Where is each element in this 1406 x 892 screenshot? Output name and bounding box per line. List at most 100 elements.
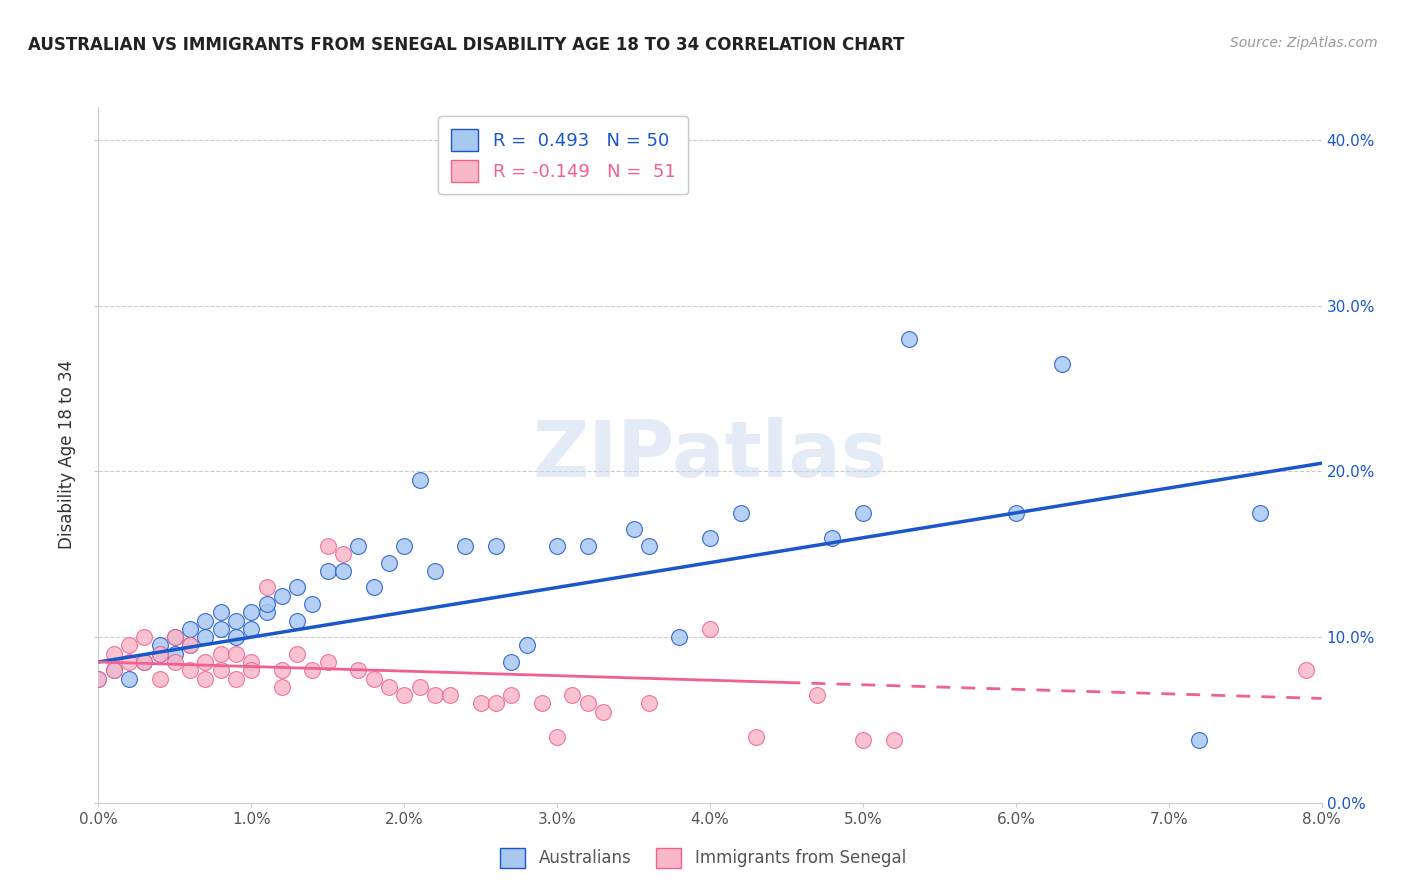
Point (821, 531, 844, 545)
Point (1188, 732, 1211, 747)
Point (363, 581, 385, 595)
Point (103, 663, 125, 677)
Text: Source: ZipAtlas.com: Source: ZipAtlas.com (1230, 36, 1378, 50)
Point (194, 655, 217, 669)
Point (285, 581, 308, 595)
Point (316, 539, 339, 553)
Point (225, 672, 247, 686)
Point (134, 630, 156, 644)
Y-axis label: Disability Age 18 to 34: Disability Age 18 to 34 (58, 360, 76, 549)
Point (301, 663, 323, 677)
Point (363, 672, 385, 686)
Point (668, 630, 690, 644)
Point (592, 705, 614, 719)
Point (163, 647, 186, 661)
Point (408, 680, 430, 694)
Point (561, 688, 583, 702)
Point (149, 647, 172, 661)
Point (347, 663, 370, 677)
Point (163, 655, 186, 669)
Point (209, 663, 232, 677)
Point (378, 556, 401, 570)
Point (209, 622, 232, 636)
Point (240, 622, 263, 636)
Point (163, 630, 186, 644)
Point (103, 663, 125, 677)
Point (378, 680, 401, 694)
Point (149, 672, 172, 686)
Text: AUSTRALIAN VS IMMIGRANTS FROM SENEGAL DISABILITY AGE 18 TO 34 CORRELATION CHART: AUSTRALIAN VS IMMIGRANTS FROM SENEGAL DI… (28, 36, 904, 54)
Point (163, 630, 186, 644)
Point (699, 531, 721, 545)
Point (194, 630, 217, 644)
Point (1249, 506, 1271, 520)
Point (256, 581, 278, 595)
Point (87, 672, 110, 686)
Point (637, 697, 661, 711)
Point (1050, 357, 1073, 371)
Point (118, 672, 141, 686)
Point (485, 539, 508, 553)
Point (546, 539, 568, 553)
Point (699, 622, 721, 636)
Point (285, 647, 308, 661)
Legend: R =  0.493   N = 50, R = -0.149   N =  51: R = 0.493 N = 50, R = -0.149 N = 51 (439, 116, 688, 194)
Point (637, 539, 661, 553)
Point (194, 614, 217, 628)
Point (103, 647, 125, 661)
Point (256, 597, 278, 611)
Point (179, 663, 201, 677)
Point (1004, 506, 1026, 520)
Point (270, 663, 294, 677)
Point (240, 655, 263, 669)
Point (883, 732, 905, 747)
Text: ZIPatlas: ZIPatlas (533, 417, 887, 493)
Point (454, 539, 477, 553)
Point (852, 732, 875, 747)
Point (530, 697, 553, 711)
Point (240, 663, 263, 677)
Point (332, 547, 354, 561)
Point (439, 688, 461, 702)
Point (301, 597, 323, 611)
Point (270, 589, 294, 603)
Point (134, 655, 156, 669)
Point (316, 564, 339, 578)
Point (516, 639, 538, 653)
Point (209, 647, 232, 661)
Point (285, 614, 308, 628)
Point (485, 697, 508, 711)
Point (852, 506, 875, 520)
Point (225, 647, 247, 661)
Point (392, 688, 416, 702)
Point (209, 605, 232, 619)
Point (745, 730, 768, 744)
Point (576, 539, 599, 553)
Point (623, 523, 645, 537)
Point (118, 655, 141, 669)
Point (806, 688, 828, 702)
Point (270, 680, 294, 694)
Point (179, 622, 201, 636)
Point (118, 639, 141, 653)
Point (134, 655, 156, 669)
Point (149, 647, 172, 661)
Point (316, 655, 339, 669)
Point (423, 688, 446, 702)
Point (392, 539, 416, 553)
Point (730, 506, 752, 520)
Point (332, 564, 354, 578)
Point (546, 730, 568, 744)
Point (240, 605, 263, 619)
Point (225, 614, 247, 628)
Point (576, 697, 599, 711)
Point (256, 605, 278, 619)
Point (501, 688, 523, 702)
Point (408, 473, 430, 487)
Point (87, 672, 110, 686)
Point (423, 564, 446, 578)
Point (470, 697, 492, 711)
Point (347, 539, 370, 553)
Point (1295, 663, 1317, 677)
Point (501, 655, 523, 669)
